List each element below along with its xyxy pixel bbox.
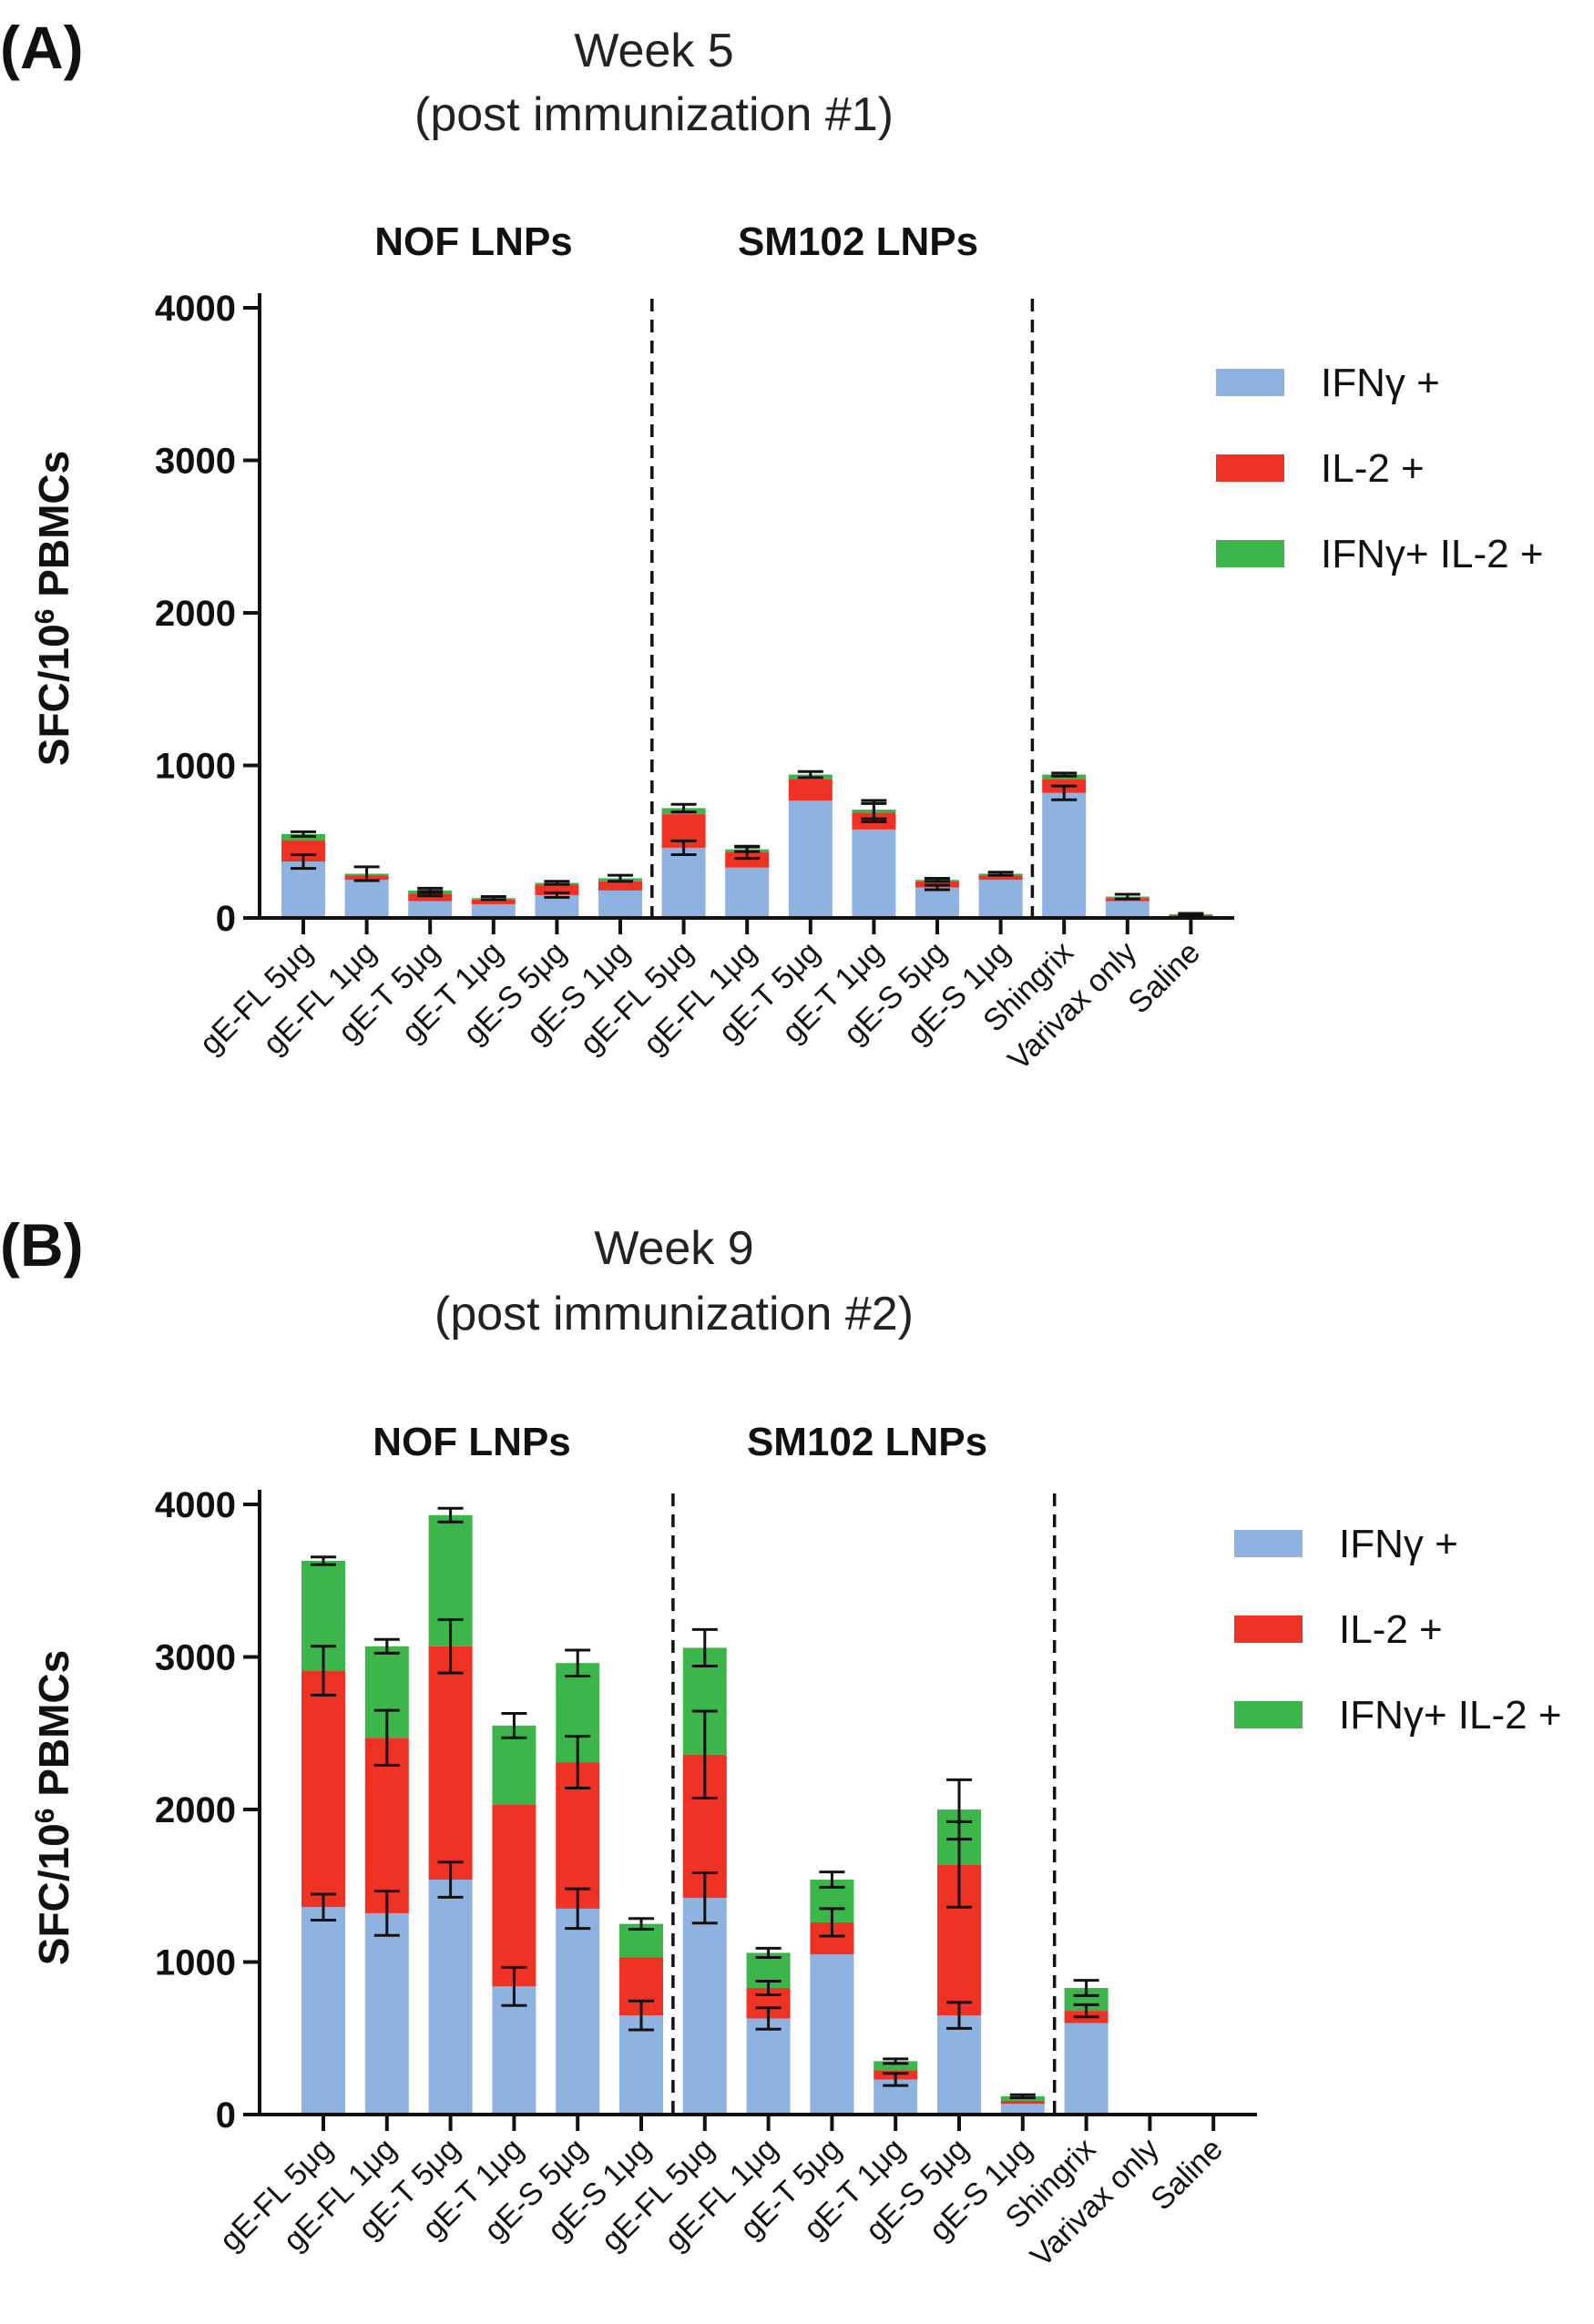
panel-b-bar-ifng (556, 1908, 600, 2115)
panel-b-y-tick-label: 0 (216, 2095, 236, 2135)
panel-a-y-tick-label: 2000 (155, 594, 236, 634)
panel-b-y-axis-label-suffix: PBMCs (30, 1650, 77, 1809)
panel-a-title-line2: (post immunization #1) (414, 88, 894, 141)
panel-a-bar-il2 (788, 779, 833, 801)
panel-b-y-axis-label-superscript: 6 (30, 1809, 60, 1824)
panel-a-bar-ifng (661, 847, 706, 918)
panel-a-bar-il2 (535, 884, 579, 895)
panel-b-error-bars (311, 1506, 1099, 2100)
panel-a-y-tick-label: 4000 (155, 289, 236, 329)
panel-a-legend-swatch-ifng (1216, 369, 1284, 396)
panel-b-bar-ifng (364, 1912, 409, 2115)
panel-a-y-axis-label: SFC/106 PBMCs (30, 451, 77, 766)
panel-b-bar-ifng (746, 2018, 791, 2115)
panel-a-bar-ifng (1105, 901, 1150, 918)
panel-a-bar-il2 (978, 875, 1023, 881)
panel-a-bar-il2 (471, 899, 516, 904)
panel-b-bar-ifng (428, 1880, 473, 2115)
panel-b-bar-ifng (1000, 2104, 1045, 2115)
panel-a-bar-il2 (598, 881, 642, 891)
panel-b-bar-both (874, 2061, 918, 2071)
panel-b-y-tick-label: 2000 (155, 1790, 236, 1830)
panel-b-bar-ifng (492, 1986, 536, 2115)
panel-a-legend: IFNγ + IL-2 + IFNγ+ IL-2 + (1216, 361, 1544, 576)
panel-a-bar-ifng (344, 880, 389, 918)
panel-b-legend: IFNγ + IL-2 + IFNγ+ IL-2 + (1234, 1522, 1562, 1738)
panel-b-legend-label-both: IFNγ+ IL-2 + (1339, 1693, 1562, 1738)
panel-a: (A) Week 5 (post immunization #1) NOF LN… (0, 14, 1544, 1077)
panel-a-bar-ifng (788, 800, 833, 918)
panel-b-legend-swatch-il2 (1234, 1616, 1303, 1643)
panel-a-bar-ifng (598, 890, 642, 918)
panel-b-legend-swatch-ifng (1234, 1530, 1303, 1557)
panel-b-axes (258, 1490, 1257, 2116)
panel-a-error-bars (291, 770, 1204, 917)
panel-b-legend-label-ifng: IFNγ + (1339, 1522, 1458, 1566)
panel-b-legend-swatch-both (1234, 1701, 1303, 1728)
panel-b-bar-il2 (492, 1804, 536, 1987)
panel-a-x-tick-label: Saline (1121, 935, 1207, 1021)
panel-b-title-line2: (post immunization #2) (434, 1288, 914, 1340)
panel-b-bar-ifng (301, 1907, 345, 2115)
panel-a-legend-swatch-il2 (1216, 454, 1284, 482)
panel-b: (B) Week 9 (post immunization #2) NOF LN… (0, 1211, 1562, 2274)
panel-b-y-tick-label: 1000 (155, 1943, 236, 1983)
panel-b-bar-il2 (428, 1646, 473, 1881)
panel-a-legend-label-il2: IL-2 + (1321, 446, 1425, 491)
panel-b-bar-il2 (364, 1738, 409, 1913)
panel-a-bar-ifng (535, 894, 579, 918)
panel-a-y-tick-label: 1000 (155, 747, 236, 787)
panel-b-bar-ifng (937, 2015, 981, 2115)
panel-b-group-label-nof: NOF LNPs (373, 1420, 571, 1464)
panel-a-label: (A) (0, 14, 84, 81)
panel-a-bar-ifng (408, 901, 453, 918)
panel-b-bar-ifng (619, 2015, 663, 2115)
panel-a-group-label-sm102: SM102 LNPs (738, 219, 978, 264)
panel-a-bar-ifng (915, 887, 959, 918)
panel-a-legend-label-ifng: IFNγ + (1321, 361, 1440, 405)
panel-a-y-axis-label-superscript: 6 (30, 609, 60, 625)
panel-b-bar-il2 (301, 1670, 345, 1908)
panel-a-legend-label-both: IFNγ+ IL-2 + (1321, 532, 1544, 576)
panel-a-y-axis-label-suffix: PBMCs (30, 451, 77, 609)
panel-b-label: (B) (0, 1211, 84, 1279)
panel-a-bar-il2 (281, 840, 325, 862)
panel-b-title-line1: Week 9 (594, 1222, 753, 1275)
panel-b-bar-ifng (1064, 2023, 1109, 2115)
panel-a-group-label-nof: NOF LNPs (374, 219, 573, 264)
panel-b-bar-il2 (1000, 2100, 1045, 2105)
panel-b-group-label-sm102: SM102 LNPs (747, 1420, 987, 1464)
panel-a-bar-ifng (1042, 792, 1087, 918)
panel-b-y-tick-label: 4000 (155, 1485, 236, 1525)
panel-a-bar-il2 (408, 893, 453, 902)
panel-b-y-axis-label-base: SFC/10 (30, 1823, 77, 1965)
panel-a-y-tick-label: 0 (216, 899, 236, 939)
panel-b-bar-ifng (810, 1954, 854, 2115)
panel-b-x-tick-label: Saline (1144, 2132, 1230, 2217)
panel-a-y-axis-label-base: SFC/10 (30, 624, 77, 766)
panel-a-bar-ifng (725, 867, 770, 918)
panel-a-legend-swatch-both (1216, 540, 1284, 567)
panel-b-bar-ifng (682, 1898, 727, 2115)
panel-a-bar-ifng (978, 880, 1023, 918)
panel-a-bars (281, 774, 1213, 918)
panel-a-bar-ifng (281, 861, 325, 918)
panel-a-title-line1: Week 5 (574, 25, 733, 77)
panel-a-bar-ifng (471, 903, 516, 918)
panel-a-bar-ifng (852, 829, 896, 918)
panel-a-bar-il2 (725, 851, 770, 868)
panel-a-y-tick-label: 3000 (155, 442, 236, 482)
panel-b-y-ticks: 0 1000 2000 3000 4000 (155, 1485, 260, 2135)
panel-b-y-axis-label: SFC/106 PBMCs (30, 1650, 77, 1965)
panel-a-y-ticks: 0 1000 2000 3000 4000 (155, 289, 260, 939)
panel-b-legend-label-il2: IL-2 + (1339, 1607, 1443, 1652)
panel-b-y-tick-label: 3000 (155, 1638, 236, 1678)
panel-a-axes (258, 293, 1234, 920)
